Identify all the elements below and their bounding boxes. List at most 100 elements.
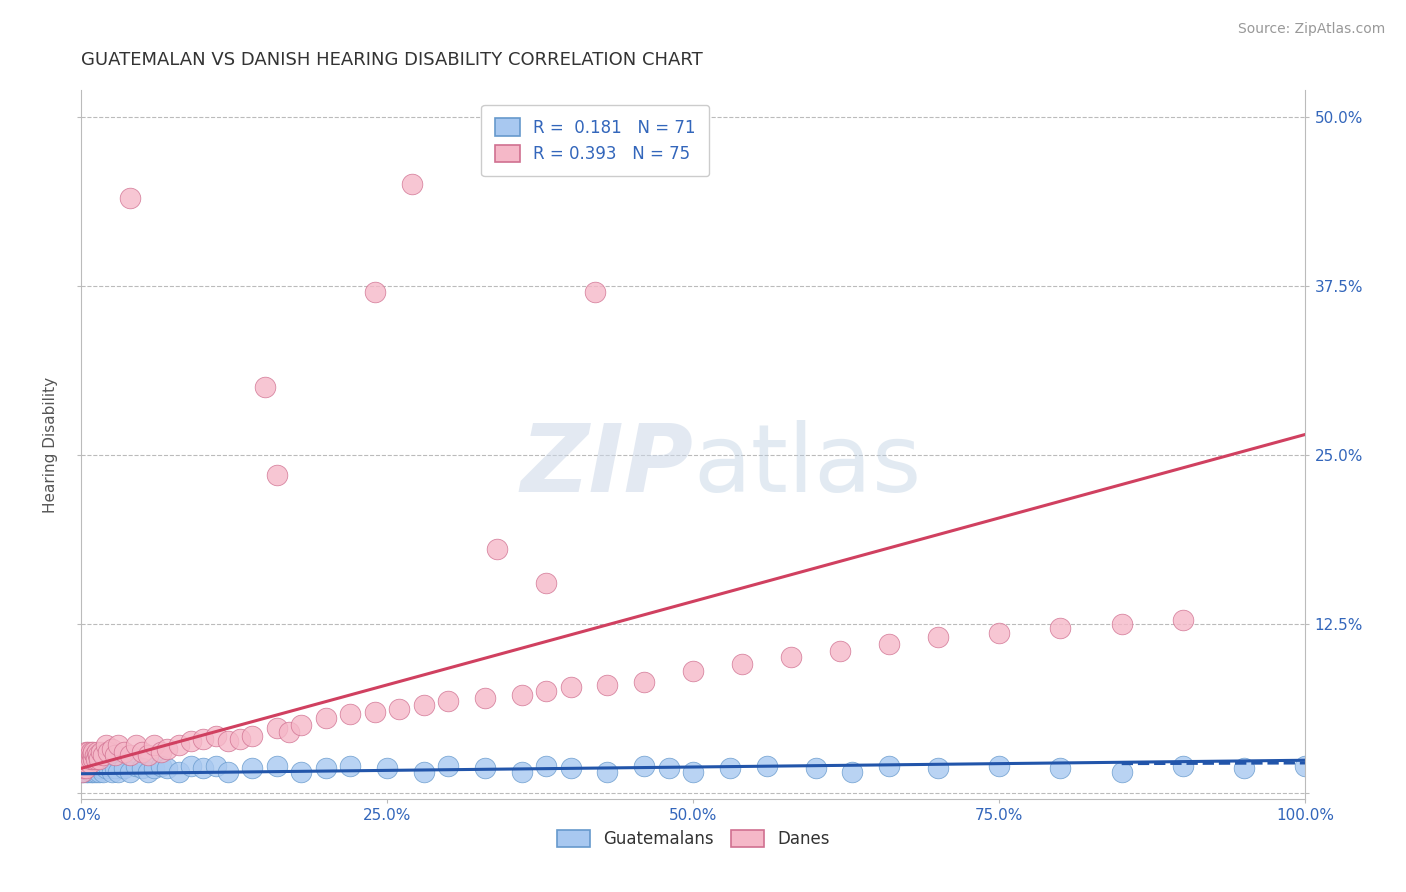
Point — [143, 739, 166, 753]
Point — [107, 765, 129, 780]
Point — [1171, 613, 1194, 627]
Point — [1049, 621, 1071, 635]
Point — [80, 752, 103, 766]
Point — [988, 758, 1011, 772]
Point — [131, 745, 153, 759]
Point — [266, 758, 288, 772]
Point — [536, 576, 558, 591]
Point — [375, 761, 398, 775]
Point — [72, 758, 94, 772]
Point — [118, 765, 141, 780]
Point — [804, 761, 827, 775]
Point — [156, 742, 179, 756]
Point — [83, 761, 105, 775]
Point — [217, 765, 239, 780]
Point — [877, 758, 900, 772]
Point — [80, 745, 103, 759]
Point — [77, 745, 100, 759]
Point — [84, 765, 107, 780]
Point — [118, 191, 141, 205]
Text: ZIP: ZIP — [520, 420, 693, 512]
Point — [79, 756, 101, 770]
Point — [125, 739, 148, 753]
Point — [658, 761, 681, 775]
Point — [75, 765, 97, 780]
Point — [149, 745, 172, 759]
Point — [841, 765, 863, 780]
Point — [76, 761, 98, 775]
Point — [156, 761, 179, 775]
Point — [437, 758, 460, 772]
Point — [927, 761, 949, 775]
Point — [339, 707, 361, 722]
Point — [1049, 761, 1071, 775]
Point — [72, 765, 94, 780]
Point — [1111, 765, 1133, 780]
Point — [401, 178, 423, 192]
Point — [364, 705, 387, 719]
Point — [79, 761, 101, 775]
Point — [510, 689, 533, 703]
Point — [100, 742, 122, 756]
Point — [82, 765, 104, 780]
Point — [242, 729, 264, 743]
Point — [82, 745, 104, 759]
Point — [167, 739, 190, 753]
Point — [204, 729, 226, 743]
Point — [560, 761, 582, 775]
Y-axis label: Hearing Disability: Hearing Disability — [44, 376, 58, 513]
Point — [830, 644, 852, 658]
Text: atlas: atlas — [693, 420, 921, 512]
Point — [83, 747, 105, 762]
Point — [76, 756, 98, 770]
Point — [80, 765, 103, 780]
Point — [437, 694, 460, 708]
Point — [125, 758, 148, 772]
Point — [193, 731, 215, 746]
Point — [72, 765, 94, 780]
Point — [412, 765, 434, 780]
Point — [87, 747, 110, 762]
Point — [339, 758, 361, 772]
Point — [290, 718, 312, 732]
Point — [131, 761, 153, 775]
Point — [167, 765, 190, 780]
Point — [91, 765, 114, 780]
Point — [193, 761, 215, 775]
Point — [560, 680, 582, 694]
Point — [73, 752, 96, 766]
Text: GUATEMALAN VS DANISH HEARING DISABILITY CORRELATION CHART: GUATEMALAN VS DANISH HEARING DISABILITY … — [82, 51, 703, 69]
Point — [315, 711, 337, 725]
Point — [1171, 758, 1194, 772]
Point — [94, 761, 117, 775]
Point — [510, 765, 533, 780]
Point — [90, 761, 112, 775]
Point — [143, 761, 166, 775]
Point — [73, 756, 96, 770]
Point — [780, 650, 803, 665]
Point — [988, 626, 1011, 640]
Point — [112, 745, 135, 759]
Point — [315, 761, 337, 775]
Point — [86, 761, 108, 775]
Point — [388, 702, 411, 716]
Legend: Guatemalans, Danes: Guatemalans, Danes — [550, 823, 837, 855]
Point — [242, 761, 264, 775]
Text: Source: ZipAtlas.com: Source: ZipAtlas.com — [1237, 22, 1385, 37]
Point — [927, 630, 949, 644]
Point — [633, 674, 655, 689]
Point — [583, 285, 606, 300]
Point — [536, 758, 558, 772]
Point — [89, 752, 111, 766]
Point — [79, 747, 101, 762]
Point — [82, 758, 104, 772]
Point — [72, 752, 94, 766]
Point — [755, 758, 778, 772]
Point — [76, 756, 98, 770]
Point — [138, 747, 160, 762]
Point — [72, 758, 94, 772]
Point — [79, 756, 101, 770]
Point — [877, 637, 900, 651]
Point — [682, 765, 704, 780]
Point — [474, 761, 496, 775]
